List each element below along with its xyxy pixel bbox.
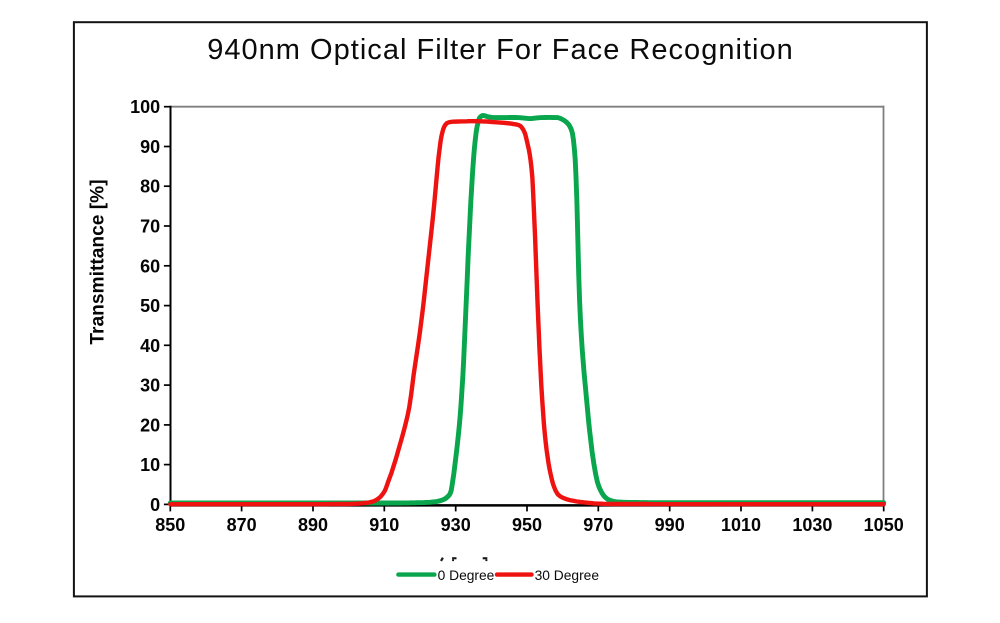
svg-text:870: 870	[227, 515, 257, 535]
svg-text:100: 100	[130, 97, 160, 117]
svg-text:60: 60	[140, 256, 160, 276]
svg-text:0 Degree: 0 Degree	[438, 568, 495, 583]
svg-text:0: 0	[150, 495, 160, 515]
svg-text:890: 890	[298, 515, 328, 535]
svg-text:850: 850	[155, 515, 185, 535]
svg-text:80: 80	[140, 177, 160, 197]
svg-text:930: 930	[441, 515, 471, 535]
svg-text:40: 40	[140, 336, 160, 356]
svg-text:90: 90	[140, 137, 160, 157]
svg-text:1010: 1010	[721, 515, 761, 535]
svg-text:30: 30	[140, 376, 160, 396]
svg-text:990: 990	[655, 515, 685, 535]
svg-text:910: 910	[369, 515, 399, 535]
svg-text:30 Degree: 30 Degree	[535, 568, 600, 583]
svg-text:70: 70	[140, 217, 160, 237]
svg-text:10: 10	[140, 455, 160, 475]
svg-text:1030: 1030	[792, 515, 832, 535]
svg-text:20: 20	[140, 415, 160, 435]
svg-text:50: 50	[140, 296, 160, 316]
svg-text:970: 970	[583, 515, 613, 535]
svg-text:940nm Optical Filter For Face: 940nm Optical Filter For Face Recognitio…	[207, 34, 794, 66]
svg-text:950: 950	[512, 515, 542, 535]
svg-text:1050: 1050	[864, 515, 904, 535]
svg-text:Transmittance [%]: Transmittance [%]	[87, 179, 108, 344]
